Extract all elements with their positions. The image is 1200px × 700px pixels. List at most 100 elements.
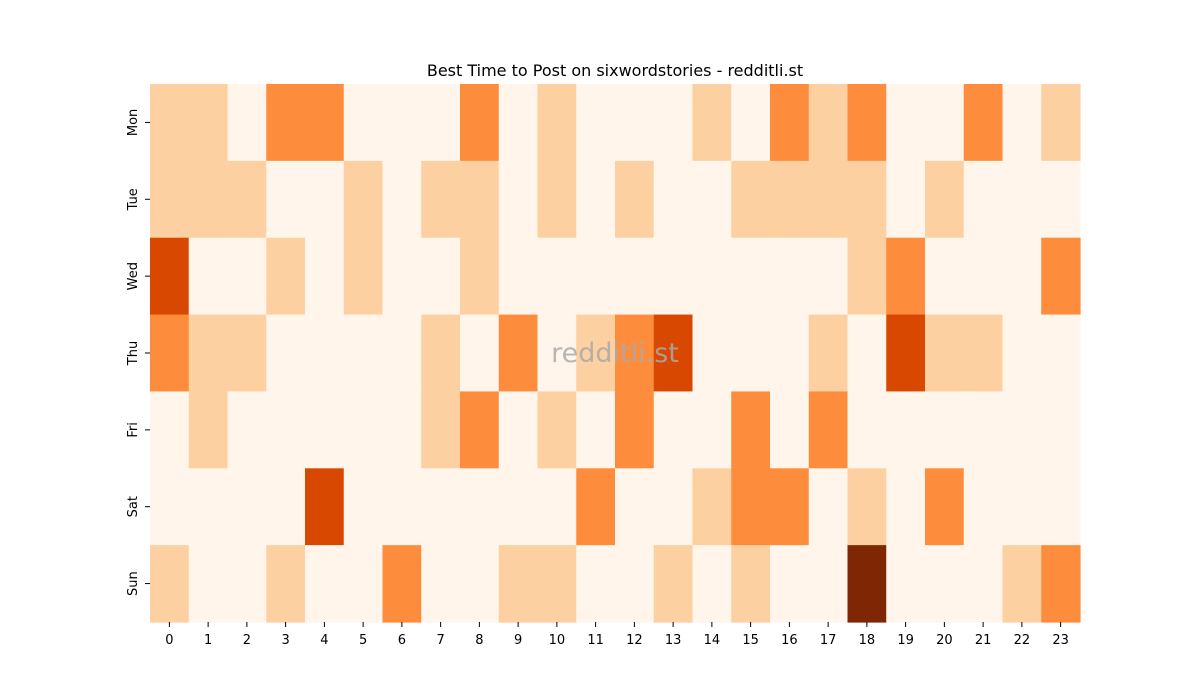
heatmap-cell-thu-22 [1002, 314, 1042, 393]
heatmap-cell-sat-4 [305, 468, 345, 546]
heatmap-cell-thu-12 [615, 314, 655, 393]
heatmap-cell-mon-12 [615, 84, 655, 162]
heatmap-cell-mon-2 [227, 84, 267, 162]
heatmap-cell-sat-10 [537, 468, 577, 546]
heatmap-cell-thu-17 [808, 314, 849, 393]
heatmap-cell-tue-18 [847, 160, 887, 239]
y-tick-label: Fri [126, 422, 141, 438]
heatmap-cell-thu-19 [886, 314, 926, 393]
heatmap-cell-thu-16 [770, 314, 810, 393]
heatmap-cell-thu-13 [653, 314, 694, 393]
heatmap-cell-wed-2 [227, 237, 267, 316]
heatmap-cell-wed-5 [343, 237, 384, 316]
heatmap-cell-sun-23 [1041, 545, 1081, 623]
heatmap-cell-wed-13 [653, 237, 694, 316]
x-tick-label: 5 [359, 633, 367, 648]
heatmap-cell-thu-5 [343, 314, 384, 393]
heatmap-cell-wed-10 [537, 237, 577, 316]
heatmap-cell-sun-14 [692, 545, 732, 623]
heatmap-cell-sat-1 [188, 468, 229, 546]
heatmap-cell-tue-17 [808, 160, 849, 239]
y-tick-label: Sun [126, 571, 141, 596]
x-tick-label: 13 [665, 633, 682, 648]
heatmap-cell-mon-18 [847, 84, 887, 162]
heatmap-cell-wed-9 [498, 237, 539, 316]
heatmap-cell-sun-6 [382, 545, 422, 623]
heatmap-cell-mon-23 [1041, 84, 1081, 162]
heatmap-cell-mon-0 [150, 84, 190, 162]
heatmap-cell-mon-8 [460, 84, 500, 162]
heatmap-cell-sun-9 [498, 545, 539, 623]
heatmap-cell-tue-13 [653, 160, 694, 239]
heatmap-cell-fri-8 [460, 391, 500, 469]
heatmap-cell-sun-2 [227, 545, 267, 623]
heatmap-cell-sun-20 [925, 545, 965, 623]
heatmap-cell-wed-7 [421, 237, 461, 316]
heatmap-cell-fri-15 [731, 391, 771, 469]
heatmap-cell-fri-17 [808, 391, 849, 469]
heatmap-cell-sun-16 [770, 545, 810, 623]
heatmap-cell-wed-14 [692, 237, 732, 316]
heatmap-cell-wed-15 [731, 237, 771, 316]
heatmap-cell-mon-20 [925, 84, 965, 162]
heatmap-cell-sat-16 [770, 468, 810, 546]
heatmap-cell-mon-4 [305, 84, 345, 162]
heatmap-cell-sun-12 [615, 545, 655, 623]
y-tick-label: Mon [126, 109, 141, 136]
heatmap-cell-fri-14 [692, 391, 732, 469]
x-tick-label: 3 [281, 633, 289, 648]
y-tick-label: Wed [126, 262, 141, 290]
heatmap-cell-tue-19 [886, 160, 926, 239]
heatmap-cell-fri-0 [150, 391, 190, 469]
heatmap-cell-sat-12 [615, 468, 655, 546]
heatmap-cell-sat-3 [266, 468, 306, 546]
x-tick-label: 22 [1014, 633, 1031, 648]
heatmap-cell-sat-9 [498, 468, 539, 546]
heatmap-cell-sat-8 [460, 468, 500, 546]
heatmap-cell-sun-10 [537, 545, 577, 623]
heatmap-cell-wed-0 [150, 237, 190, 316]
heatmap-cell-sun-22 [1002, 545, 1042, 623]
x-tick-label: 16 [781, 633, 798, 648]
heatmap-cell-tue-6 [382, 160, 422, 239]
heatmap-cell-mon-3 [266, 84, 306, 162]
heatmap-cell-fri-20 [925, 391, 965, 469]
heatmap-cell-thu-2 [227, 314, 267, 393]
heatmap-cell-mon-13 [653, 84, 694, 162]
heatmap-cell-fri-7 [421, 391, 461, 469]
heatmap-cell-mon-10 [537, 84, 577, 162]
heatmap-cell-sat-22 [1002, 468, 1042, 546]
heatmap-cell-wed-8 [460, 237, 500, 316]
heatmap-cell-tue-11 [576, 160, 616, 239]
heatmap-cell-sun-17 [808, 545, 849, 623]
heatmap-cell-wed-12 [615, 237, 655, 316]
heatmap-cell-tue-9 [498, 160, 539, 239]
x-tick-label: 4 [320, 633, 328, 648]
heatmap-cell-sun-21 [963, 545, 1004, 623]
chart-title: Best Time to Post on sixwordstories - re… [427, 61, 803, 80]
heatmap-cell-wed-19 [886, 237, 926, 316]
heatmap-cell-wed-11 [576, 237, 616, 316]
y-tick-label: Thu [126, 341, 141, 366]
x-tick-label: 10 [549, 633, 566, 648]
heatmap-cell-fri-16 [770, 391, 810, 469]
x-tick-label: 17 [820, 633, 837, 648]
heatmap-cell-sun-15 [731, 545, 771, 623]
heatmap-cell-tue-3 [266, 160, 306, 239]
heatmap-cell-wed-23 [1041, 237, 1081, 316]
heatmap-cell-thu-6 [382, 314, 422, 393]
x-tick-label: 20 [936, 633, 953, 648]
heatmap-cell-sat-13 [653, 468, 694, 546]
heatmap-cell-mon-5 [343, 84, 384, 162]
heatmap-cell-fri-21 [963, 391, 1004, 469]
heatmap-cell-fri-11 [576, 391, 616, 469]
heatmap-cell-fri-3 [266, 391, 306, 469]
heatmap-cell-mon-15 [731, 84, 771, 162]
heatmap-cell-tue-8 [460, 160, 500, 239]
heatmap-cell-sun-7 [421, 545, 461, 623]
x-axis: 0 1 2 3 4 5 6 7 8 9 10 11 12 13 14 15 16 17 18 19 20 21 22 23 [165, 622, 1069, 648]
heatmap-cell-sat-17 [808, 468, 849, 546]
watermark-text: redditli.st [551, 338, 679, 369]
heatmap-cell-thu-1 [188, 314, 229, 393]
x-tick-label: 23 [1052, 633, 1069, 648]
